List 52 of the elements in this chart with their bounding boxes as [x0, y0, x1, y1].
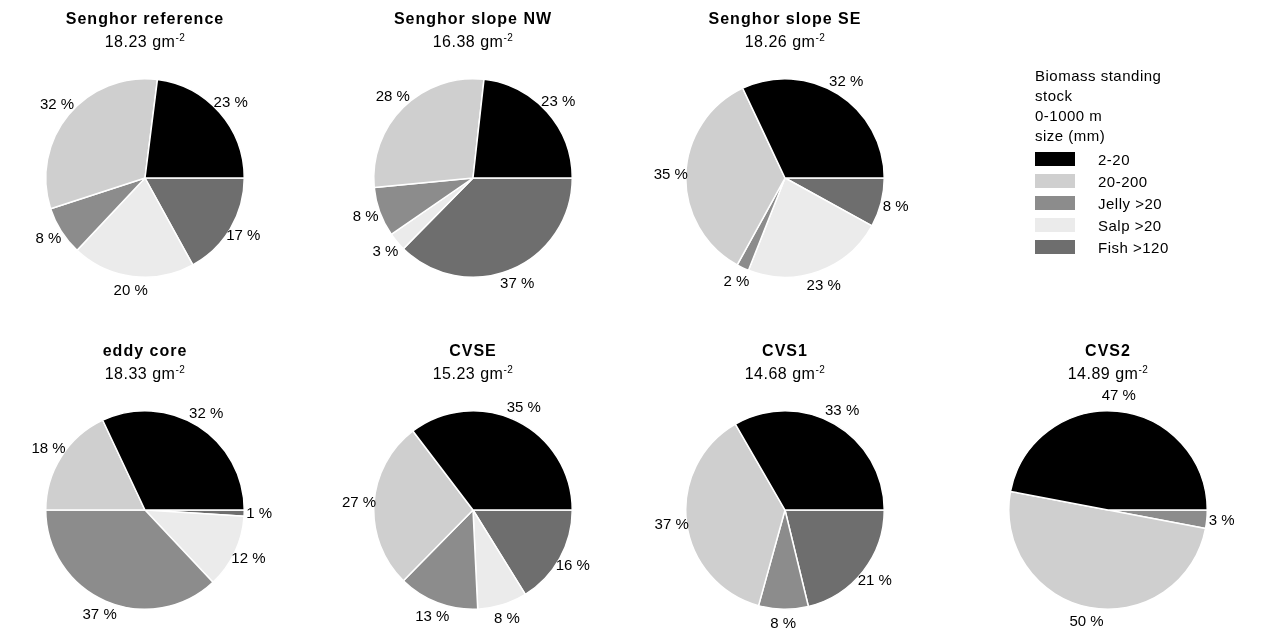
data-label: 8 %: [770, 614, 797, 632]
data-label: 18 %: [31, 438, 66, 456]
chart-title: Senghor slope NW: [392, 10, 554, 28]
chart-title: eddy core: [101, 342, 189, 360]
data-label: 1 %: [246, 503, 273, 521]
chart-title: Senghor reference: [64, 10, 226, 28]
chart-subtitle: 16.38 gm$^{-2}$: [431, 32, 515, 52]
data-label: 33 %: [825, 401, 860, 419]
chart-title: Senghor slope SE: [707, 10, 863, 28]
data-label: 37 %: [654, 514, 689, 532]
legend-title: Biomass standing stock 0-1000 m size (mm): [1035, 66, 1163, 146]
data-label: 35 %: [506, 397, 541, 415]
legend-label: Fish >120: [1098, 238, 1169, 256]
data-label: 12 %: [231, 548, 266, 566]
chart-subtitle: 14.89 gm$^{-2}$: [1066, 364, 1150, 384]
legend-label: Jelly >20: [1098, 194, 1163, 212]
data-label: 20 %: [113, 281, 148, 299]
data-label: 27 %: [341, 492, 377, 510]
data-label: 8 %: [493, 609, 520, 627]
data-label: 32 %: [829, 71, 864, 89]
data-label: 13 %: [415, 606, 450, 624]
data-label: 50 %: [1069, 612, 1104, 630]
data-label: 23 %: [541, 91, 576, 109]
data-label: 8 %: [352, 207, 379, 225]
data-label: 37 %: [82, 604, 117, 622]
data-label: 3 %: [372, 241, 399, 259]
data-label: 17 %: [226, 226, 261, 244]
data-label: 47 %: [1101, 386, 1136, 404]
chart-subtitle: 18.23 gm$^{-2}$: [103, 32, 187, 52]
legend-label: 2-20: [1098, 150, 1131, 168]
data-label: 8 %: [35, 229, 62, 247]
chart-title: CVS2: [1084, 342, 1132, 360]
data-label: 21 %: [857, 570, 892, 588]
data-label: 32 %: [189, 403, 224, 421]
data-label: 28 %: [375, 86, 410, 104]
data-label: 8 %: [882, 196, 909, 214]
chart-subtitle: 14.68 gm$^{-2}$: [743, 364, 827, 384]
data-label: 3 %: [1208, 510, 1235, 528]
legend-label: Salp >20: [1098, 216, 1162, 234]
data-label: 35 %: [653, 164, 688, 182]
chart-title: CVS1: [761, 342, 809, 360]
data-label: 2 %: [723, 271, 750, 289]
chart-subtitle: 18.26 gm$^{-2}$: [743, 32, 827, 52]
data-label: 23 %: [806, 275, 841, 293]
chart-subtitle: 18.33 gm$^{-2}$: [103, 364, 187, 384]
data-label: 23 %: [213, 92, 248, 110]
data-label: 32 %: [39, 95, 75, 113]
legend-label: 20-200: [1098, 172, 1148, 190]
data-label: 37 %: [500, 273, 535, 291]
chart-title: CVSE: [448, 342, 498, 360]
data-label: 16 %: [555, 555, 590, 573]
chart-subtitle: 15.23 gm$^{-2}$: [431, 364, 515, 384]
